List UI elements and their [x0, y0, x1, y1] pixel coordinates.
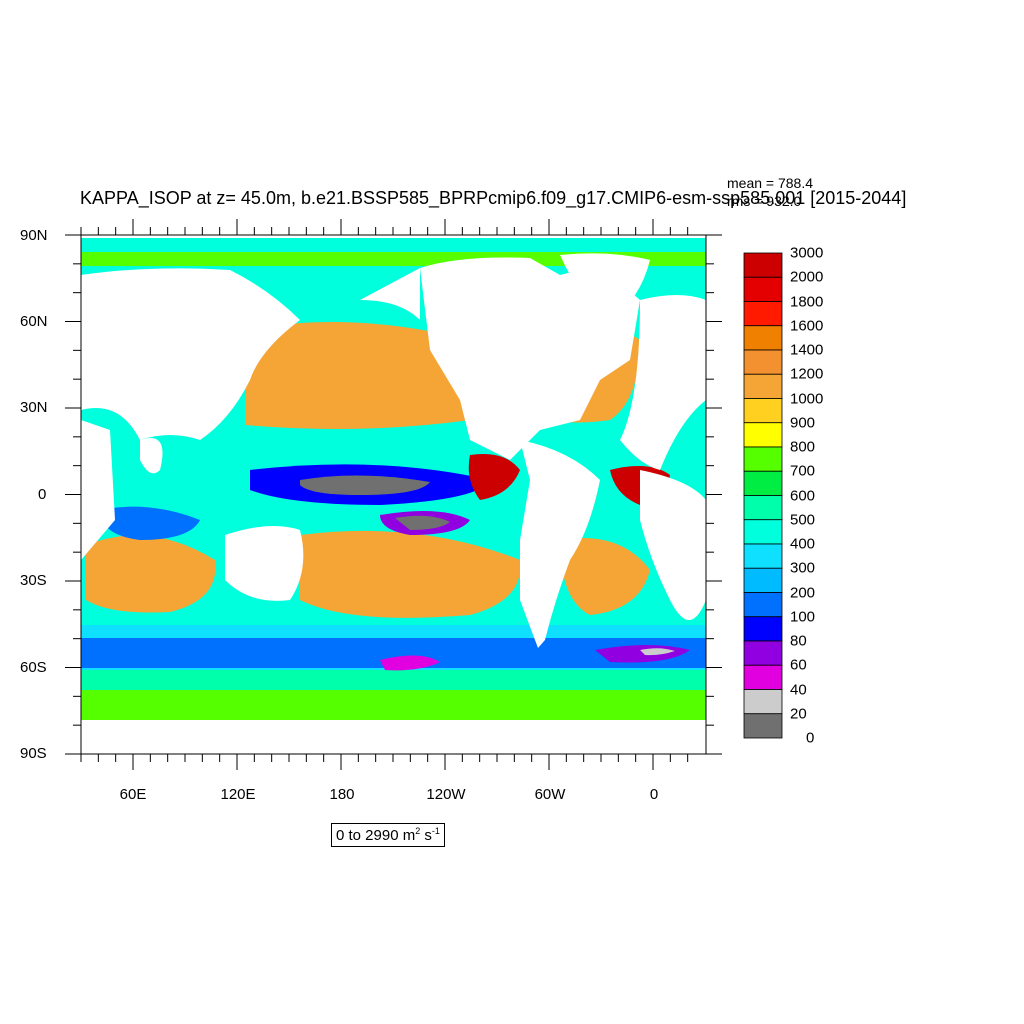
colorbar-label: 1400: [790, 341, 824, 359]
colorbar-box: [743, 543, 783, 569]
colorbar: [743, 252, 783, 739]
range-mid: s: [420, 827, 432, 844]
mean-stat: mean = 788.4: [727, 175, 814, 191]
lat-label: 60S: [20, 659, 47, 676]
ocean-field: [81, 235, 706, 754]
colorbar-box: [743, 301, 783, 327]
colorbar-box: [743, 373, 783, 399]
colorbar-box: [743, 398, 783, 424]
axis-ticks: [65, 219, 722, 770]
colorbar-label: 500: [790, 511, 816, 529]
colorbar-label: 20: [790, 705, 807, 723]
colorbar-box: [743, 689, 783, 715]
colorbar-box: [743, 446, 783, 472]
rms-stat: rms = 932.0: [727, 193, 802, 209]
lon-label: 0: [649, 786, 659, 803]
colorbar-box: [743, 276, 783, 302]
colorbar-label: 300: [790, 559, 816, 577]
colorbar-label: 60: [790, 656, 807, 674]
range-prefix: 0 to 2990 m: [336, 827, 416, 844]
lat-label: 90S: [20, 745, 47, 762]
colorbar-box: [743, 713, 783, 739]
lon-label: 120W: [426, 786, 466, 803]
colorbar-label: 1800: [790, 293, 824, 310]
colorbar-label: 600: [790, 487, 816, 504]
colorbar-box: [743, 519, 783, 545]
colorbar-box: [743, 495, 783, 521]
colorbar-label: 100: [790, 608, 816, 626]
colorbar-box: [743, 470, 783, 496]
colorbar-label: 2000: [790, 268, 824, 286]
colorbar-label: 40: [790, 681, 807, 698]
colorbar-box: [743, 664, 783, 690]
range-sup-2: -1: [431, 826, 440, 836]
colorbar-label: 400: [790, 535, 816, 553]
lat-label: 30N: [20, 399, 48, 416]
range-label: 0 to 2990 m2 s-1: [331, 823, 445, 847]
colorbar-label: 200: [790, 584, 816, 601]
colorbar-box: [743, 592, 783, 618]
colorbar-box: [743, 616, 783, 642]
lon-label: 120E: [220, 786, 256, 803]
colorbar-label: 700: [790, 462, 816, 480]
colorbar-box: [743, 252, 783, 278]
colorbar-label: 800: [790, 438, 816, 456]
lat-label: 60N: [20, 313, 48, 330]
colorbar-box: [743, 349, 783, 375]
range-sup-1: 2: [415, 826, 421, 836]
colorbar-label: 1600: [790, 317, 824, 335]
colorbar-label: 1000: [790, 390, 824, 407]
colorbar-label: 900: [790, 414, 816, 432]
colorbar-box: [743, 325, 783, 351]
colorbar-label: 80: [790, 632, 807, 650]
colorbar-label: 0: [806, 729, 815, 747]
lon-label: 60W: [534, 786, 566, 803]
lon-label: 60E: [119, 786, 147, 803]
plot-title: KAPPA_ISOP at z= 45.0m, b.e21.BSSP585_BP…: [80, 188, 907, 208]
colorbar-box: [743, 567, 783, 593]
lat-label: 0: [38, 486, 47, 503]
lon-label: 180: [329, 786, 355, 803]
colorbar-label: 1200: [790, 365, 824, 383]
lat-label: 90N: [20, 227, 48, 244]
colorbar-box: [743, 422, 783, 448]
colorbar-box: [743, 640, 783, 666]
lat-label: 30S: [20, 572, 47, 589]
colorbar-label: 3000: [790, 244, 824, 262]
